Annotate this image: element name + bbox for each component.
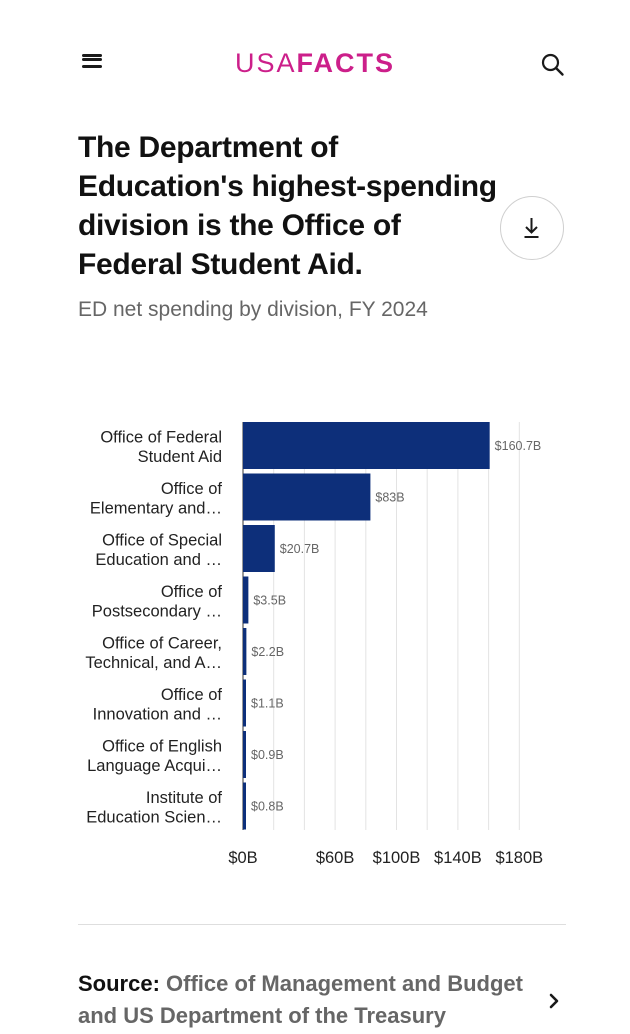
value-labels: $160.7B $83B $20.7B $3.5B $2.2B $1.1B $0.9B $0.… xyxy=(251,439,541,814)
value-label: $2.2B xyxy=(251,645,284,659)
category-label: Office of Postsecondary … xyxy=(92,583,223,621)
bar[interactable] xyxy=(243,576,249,624)
value-label: $0.8B xyxy=(251,800,284,814)
bar[interactable] xyxy=(243,679,246,727)
category-label: Office of Federal Student Aid xyxy=(100,429,222,467)
category-label: Office of Innovation and … xyxy=(93,686,223,724)
value-label: $3.5B xyxy=(253,594,286,608)
category-label: Office of English Language Acqui… xyxy=(87,738,222,776)
category-label: Institute of Education Scien… xyxy=(86,789,222,827)
source-text: Office of Management and Budget and US D… xyxy=(78,971,523,1028)
download-button[interactable] xyxy=(500,196,564,260)
usafacts-logo[interactable]: USAFACTS xyxy=(0,48,630,79)
x-tick-label: $180B xyxy=(495,849,543,867)
category-labels: Office of Federal Student Aid Office of Ele… xyxy=(85,429,222,827)
search-icon[interactable] xyxy=(540,52,566,78)
logo-facts: FACTS xyxy=(296,48,396,78)
site-header: USAFACTS xyxy=(0,30,630,100)
category-label: Office of Special Education and … xyxy=(95,532,222,570)
download-icon xyxy=(524,218,539,238)
hamburger-menu-icon[interactable] xyxy=(80,54,104,74)
bar[interactable] xyxy=(243,782,246,830)
bar[interactable] xyxy=(243,731,246,778)
source-label: Source: xyxy=(78,971,160,996)
logo-usa: USA xyxy=(234,48,297,78)
x-tick-label: $0B xyxy=(228,849,257,867)
bar[interactable] xyxy=(243,628,247,675)
category-label: Office of Career, Technical, and A… xyxy=(85,635,222,673)
bars xyxy=(243,422,490,830)
bar-chart: Office of Federal Student Aid Office of Ele… xyxy=(85,422,543,867)
bar[interactable] xyxy=(243,525,275,572)
value-label: $20.7B xyxy=(280,542,320,556)
divider xyxy=(78,924,566,925)
value-label: $0.9B xyxy=(251,748,284,762)
x-tick-label: $60B xyxy=(316,849,355,867)
x-tick-label: $100B xyxy=(373,849,421,867)
category-label: Office of Elementary and… xyxy=(90,480,222,518)
value-label: $1.1B xyxy=(251,697,284,711)
bar[interactable] xyxy=(243,422,490,469)
x-axis-ticks: $0B $60B $100B $140B $180B xyxy=(228,849,543,867)
chart-title: The Department of Education's highest-sp… xyxy=(78,131,497,281)
x-tick-label: $140B xyxy=(434,849,482,867)
source-link[interactable]: Source: Office of Management and Budget … xyxy=(78,968,548,1032)
value-label: $160.7B xyxy=(495,439,542,453)
chart-subtitle: ED net spending by division, FY 2024 xyxy=(78,298,428,321)
chevron-right-icon[interactable] xyxy=(544,990,564,1012)
value-label: $83B xyxy=(375,491,404,505)
bar[interactable] xyxy=(243,473,371,521)
